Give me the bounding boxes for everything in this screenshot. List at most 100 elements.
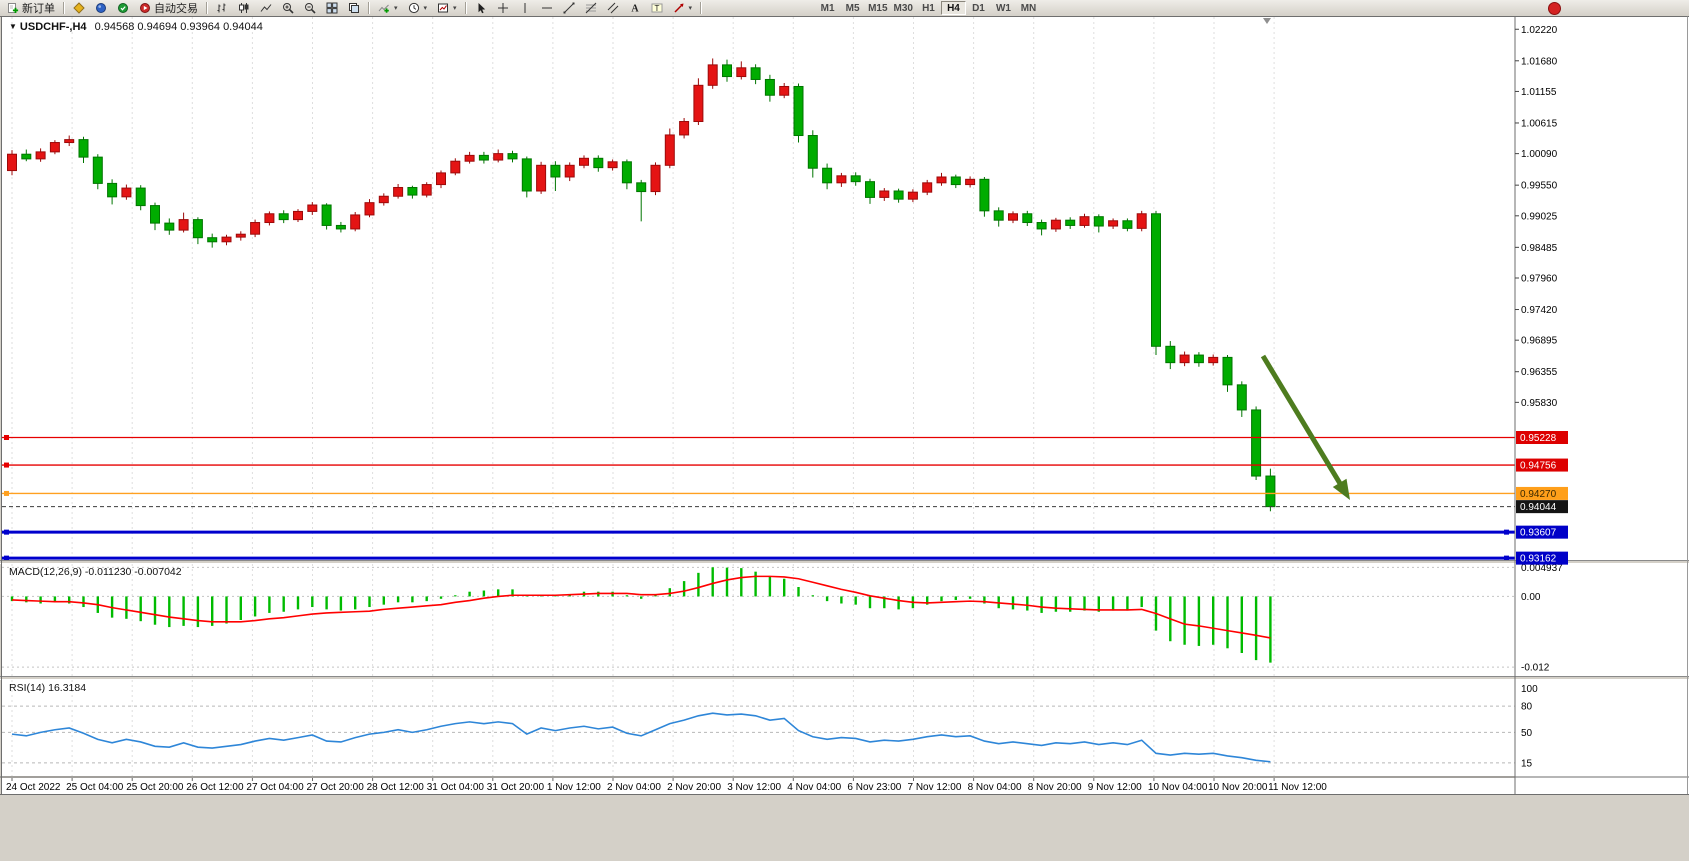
zoom-out-icon <box>305 3 316 14</box>
timeframe-button-m5[interactable]: M5 <box>840 1 865 15</box>
text-icon: A <box>631 4 639 15</box>
dropdown-caret: ▾ <box>453 5 457 12</box>
horizontal-line-objects[interactable] <box>2 435 1515 561</box>
svg-text:9 Nov 12:00: 9 Nov 12:00 <box>1088 782 1142 793</box>
svg-text:0.00: 0.00 <box>1521 592 1541 603</box>
svg-text:0.97420: 0.97420 <box>1521 305 1558 316</box>
cascade-windows-button[interactable] <box>343 1 365 16</box>
svg-text:6 Nov 23:00: 6 Nov 23:00 <box>847 782 901 793</box>
rsi-name: RSI(14) <box>9 682 46 694</box>
channel-icon <box>607 2 618 14</box>
auto-trading-button[interactable]: 自动交易 <box>134 1 203 16</box>
toolbar: 新订单 自动交易 ▾ ▾ ▾ A T ▾ M1 M5 M15 M30 H1 H <box>0 0 1689 16</box>
time-axis-labels: 24 Oct 2022 25 Oct 04:00 25 Oct 20:00 26 Oc… <box>6 778 1327 793</box>
arrows-button[interactable]: ▾ <box>668 1 698 16</box>
crosshair-button[interactable] <box>492 1 514 16</box>
svg-text:0.95228: 0.95228 <box>1520 433 1557 444</box>
svg-text:80: 80 <box>1521 702 1533 713</box>
rsi-plot-bg[interactable] <box>2 680 1515 776</box>
metaeditor-button[interactable] <box>68 1 90 16</box>
timeframe-button-m1[interactable]: M1 <box>815 1 840 15</box>
clock-icon <box>408 2 419 14</box>
vertical-line-button[interactable] <box>514 1 536 16</box>
timeframe-button-m15[interactable]: M15 <box>865 1 890 15</box>
timeframe-button-m30[interactable]: M30 <box>891 1 916 15</box>
text-label-icon: T <box>651 3 663 13</box>
indicators-button[interactable]: ▾ <box>373 1 403 16</box>
svg-text:1 Nov 12:00: 1 Nov 12:00 <box>547 782 601 793</box>
new-order-icon <box>8 3 19 13</box>
macd-signal-line <box>11 575 1271 639</box>
trendline-icon <box>563 2 575 14</box>
tile-windows-icon <box>326 2 338 14</box>
timeframe-button-mn[interactable]: MN <box>1016 1 1041 15</box>
svg-text:31 Oct 20:00: 31 Oct 20:00 <box>487 782 545 793</box>
vertical-line-icon <box>524 3 526 13</box>
horizontal-line-icon <box>541 7 552 9</box>
tile-windows-button[interactable] <box>321 1 343 16</box>
svg-text:-0.012: -0.012 <box>1521 663 1550 674</box>
templates-button[interactable]: ▾ <box>432 1 462 16</box>
cursor-icon <box>478 3 485 14</box>
macd-label: MACD(12,26,9) -0.011230 -0.007042 <box>9 566 182 578</box>
zoom-out-button[interactable] <box>299 1 321 16</box>
new-order-button[interactable]: 新订单 <box>2 1 60 16</box>
bar-chart-button[interactable] <box>211 1 233 16</box>
periods-button[interactable]: ▾ <box>403 1 433 16</box>
macd-values: -0.011230 -0.007042 <box>84 566 182 578</box>
macd-name: MACD(12,26,9) <box>9 566 82 578</box>
price-axis-bg[interactable] <box>1515 17 1689 794</box>
notification-icon[interactable] <box>1548 2 1561 15</box>
svg-text:0.95830: 0.95830 <box>1521 398 1558 409</box>
market-watch-button[interactable] <box>90 1 112 16</box>
trend-arrow-object[interactable] <box>1260 354 1350 500</box>
svg-text:4 Nov 04:00: 4 Nov 04:00 <box>787 782 841 793</box>
svg-text:A: A <box>631 4 639 15</box>
dropdown-caret: ▾ <box>423 5 428 12</box>
crosshair-icon <box>497 3 508 13</box>
svg-text:50: 50 <box>1521 728 1533 739</box>
svg-text:26 Oct 12:00: 26 Oct 12:00 <box>186 782 244 793</box>
candlestick-chart-button[interactable] <box>233 1 255 16</box>
rsi-label: RSI(14) 16.3184 <box>9 682 86 694</box>
svg-text:27 Oct 20:00: 27 Oct 20:00 <box>307 782 365 793</box>
channel-button[interactable] <box>602 1 624 16</box>
horizontal-line-button[interactable] <box>536 1 558 16</box>
chart-header: ▼ USDCHF-,H4 0.94568 0.94694 0.93964 0.94… <box>9 21 263 33</box>
zoom-in-icon <box>283 3 294 14</box>
macd-levels <box>2 566 1515 668</box>
rsi-line <box>11 712 1271 763</box>
line-chart-button[interactable] <box>255 1 277 16</box>
timeframe-button-w1[interactable]: W1 <box>991 1 1016 15</box>
time-axis-bg[interactable] <box>2 778 1515 794</box>
svg-text:0.96355: 0.96355 <box>1521 367 1558 378</box>
auto-trading-icon <box>140 3 150 13</box>
svg-text:1.00090: 1.00090 <box>1521 149 1558 160</box>
svg-text:T: T <box>654 4 659 13</box>
timeframe-button-h1[interactable]: H1 <box>916 1 941 15</box>
timeframe-group: M1 M5 M15 M30 H1 H4 D1 W1 MN <box>815 1 1041 15</box>
text-label-button[interactable]: T <box>646 1 668 16</box>
chart-shift-marker[interactable] <box>1263 18 1271 24</box>
svg-text:0.99550: 0.99550 <box>1521 181 1558 192</box>
zoom-in-button[interactable] <box>277 1 299 16</box>
svg-text:8 Nov 04:00: 8 Nov 04:00 <box>968 782 1022 793</box>
chart-menu-icon[interactable]: ▼ <box>9 22 17 31</box>
main-plot-bg[interactable] <box>2 17 1515 560</box>
timeframe-button-h4[interactable]: H4 <box>940 1 966 15</box>
navigator-button[interactable] <box>112 1 134 16</box>
macd-plot-bg[interactable] <box>2 564 1515 676</box>
svg-text:0.004937: 0.004937 <box>1521 563 1563 574</box>
fibonacci-button[interactable] <box>580 1 602 16</box>
gridlines <box>11 17 1275 776</box>
text-button[interactable]: A <box>624 1 646 16</box>
svg-text:10 Nov 04:00: 10 Nov 04:00 <box>1148 782 1208 793</box>
svg-text:0.97960: 0.97960 <box>1521 273 1558 284</box>
separator <box>700 2 703 14</box>
trendline-button[interactable] <box>558 1 580 16</box>
svg-text:15: 15 <box>1521 758 1533 769</box>
svg-text:0.94756: 0.94756 <box>1520 461 1557 472</box>
timeframe-button-d1[interactable]: D1 <box>966 1 991 15</box>
cursor-button[interactable] <box>470 1 492 16</box>
